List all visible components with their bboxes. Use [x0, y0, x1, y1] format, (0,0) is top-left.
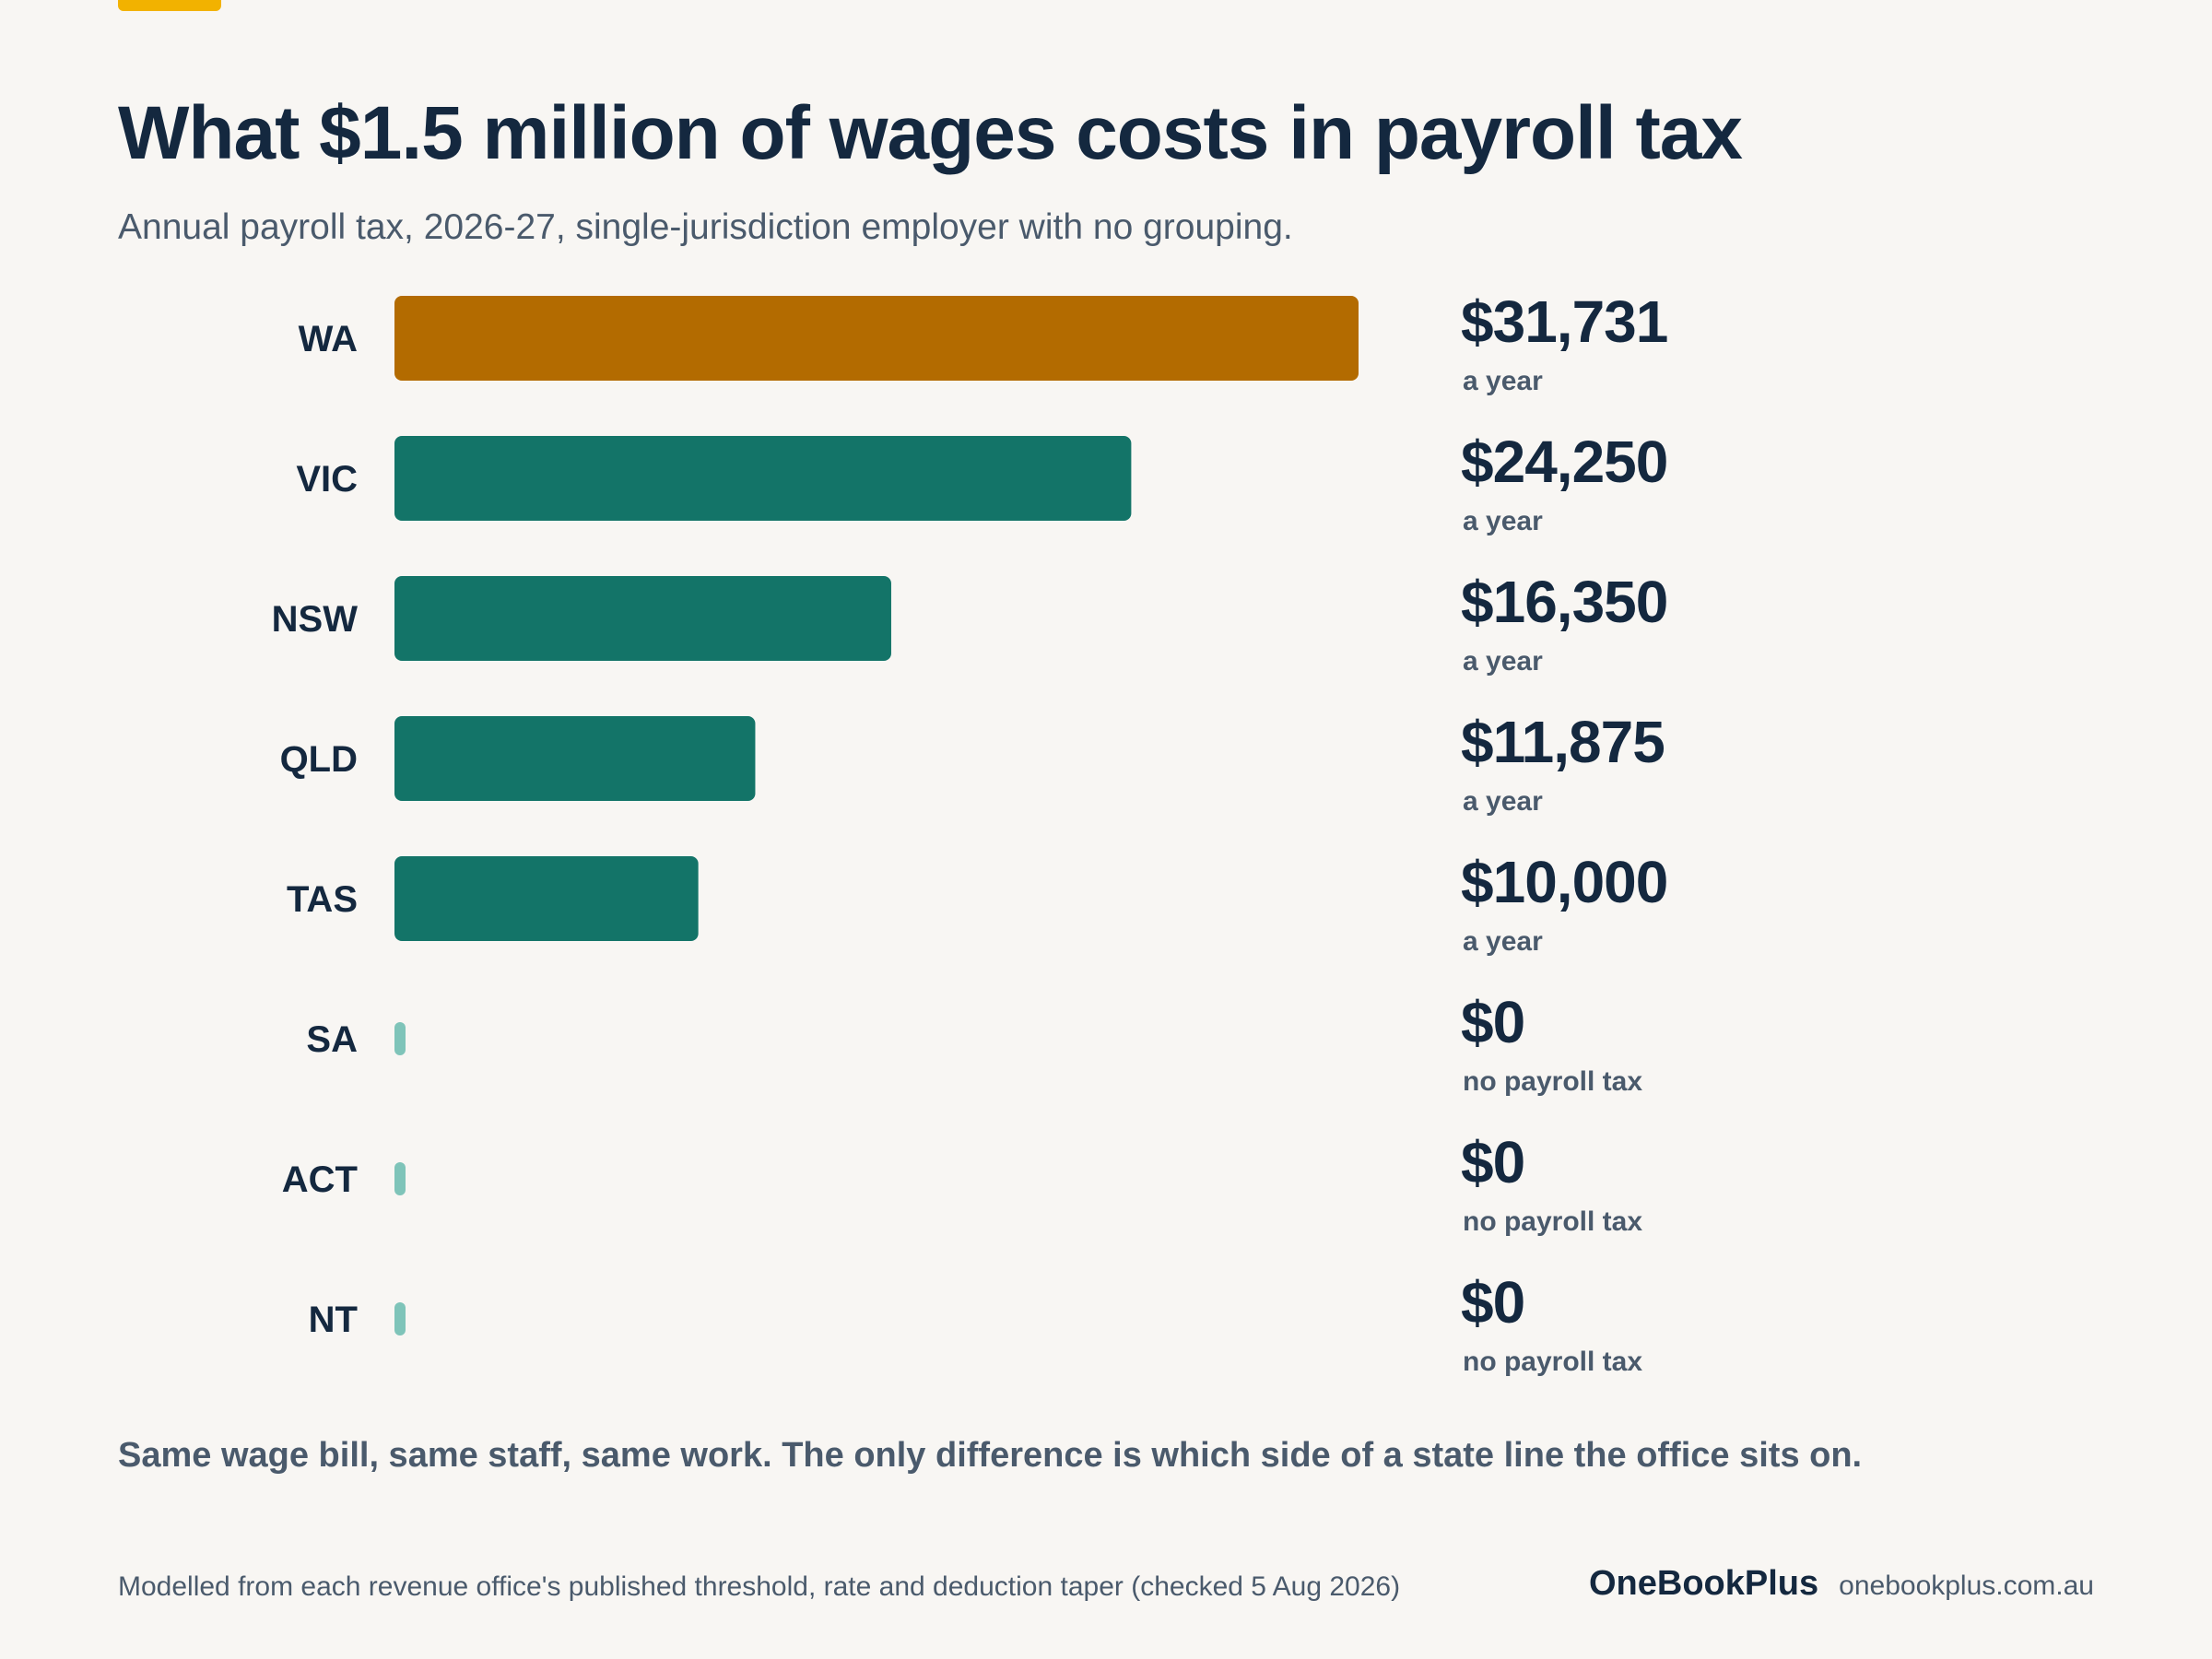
bar-qld	[394, 716, 756, 801]
sub-label-nsw: a year	[1463, 646, 1543, 677]
value-label-sa: $0	[1461, 989, 1524, 1055]
sub-label-act: no payroll tax	[1463, 1206, 1642, 1237]
bar-wa	[394, 296, 1359, 381]
bar-vic	[394, 436, 1132, 521]
brand-name: OneBookPlus	[1588, 1564, 1819, 1603]
category-label-qld: QLD	[280, 739, 358, 780]
bar-act	[394, 1162, 406, 1195]
chart-title: What $1.5 million of wages costs in payr…	[118, 91, 1743, 175]
category-label-tas: TAS	[287, 879, 358, 920]
category-label-wa: WA	[299, 319, 358, 359]
category-label-vic: VIC	[296, 459, 358, 500]
sub-label-wa: a year	[1463, 366, 1543, 396]
category-label-act: ACT	[282, 1159, 358, 1200]
value-label-nt: $0	[1461, 1269, 1524, 1335]
value-label-act: $0	[1461, 1129, 1524, 1195]
value-label-tas: $10,000	[1461, 849, 1667, 915]
sub-label-sa: no payroll tax	[1463, 1066, 1642, 1097]
bar-nt	[394, 1302, 406, 1335]
value-label-nsw: $16,350	[1461, 569, 1667, 635]
sub-label-qld: a year	[1463, 786, 1543, 817]
category-label-nt: NT	[309, 1300, 358, 1340]
value-label-qld: $11,875	[1461, 709, 1665, 775]
sub-label-nt: no payroll tax	[1463, 1347, 1642, 1377]
bar-sa	[394, 1022, 406, 1055]
source-note: Modelled from each revenue office's publ…	[118, 1571, 1401, 1602]
value-label-wa: $31,731	[1461, 288, 1667, 355]
brand: OneBookPlus onebookplus.com.au	[1589, 1564, 2094, 1604]
category-label-sa: SA	[306, 1019, 358, 1060]
sub-label-vic: a year	[1463, 506, 1543, 536]
sub-label-tas: a year	[1463, 926, 1543, 957]
bar-tas	[394, 856, 699, 941]
payroll-tax-bar-chart: WA $31,731 a year VIC $24,250 a year NSW $16,35…	[272, 288, 1669, 1377]
chart-subtitle: Annual payroll tax, 2026-27, single-juri…	[118, 207, 1293, 247]
bar-nsw	[394, 576, 891, 661]
value-label-vic: $24,250	[1461, 429, 1667, 495]
accent-bar	[118, 0, 221, 11]
takeaway-note: Same wage bill, same staff, same work. T…	[118, 1436, 1863, 1475]
category-label-nsw: NSW	[272, 599, 359, 640]
brand-url[interactable]: onebookplus.com.au	[1839, 1571, 2094, 1601]
